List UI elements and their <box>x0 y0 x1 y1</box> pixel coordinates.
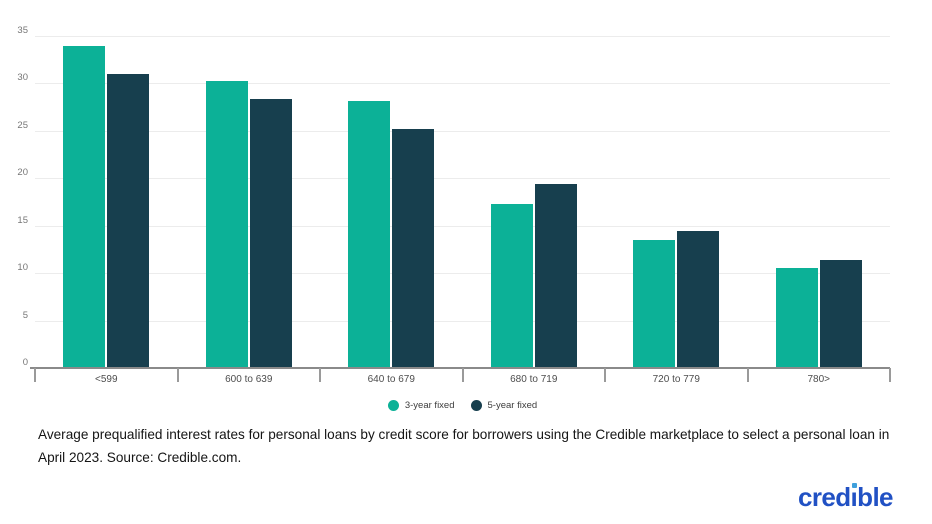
bar-3-year-fixed-4 <box>490 203 533 368</box>
y-axis-label-10: 10 <box>17 262 28 274</box>
chart-legend: 3-year fixed 5-year fixed <box>35 400 890 411</box>
x-axis-category-label-6: 780> <box>807 374 831 385</box>
x-axis-category-label-3: 640 to 679 <box>367 374 415 385</box>
x-axis-category-label-4: 680 to 719 <box>510 374 558 385</box>
legend-dot-icon <box>387 400 399 411</box>
y-axis-label-20: 20 <box>17 167 28 179</box>
logo-text-pre: cred <box>798 482 851 512</box>
x-axis-category-label-1: <599 <box>94 374 118 385</box>
grid-line-20 <box>35 178 890 180</box>
bar-5-year-fixed-2 <box>249 98 292 368</box>
bar-5-year-fixed-1 <box>107 73 150 368</box>
bar-3-year-fixed-2 <box>205 80 248 368</box>
y-axis-label-0: 0 <box>22 357 28 368</box>
grid-line-10 <box>35 273 890 275</box>
legend-item-3-year-fixed: 3-year fixed <box>387 400 455 411</box>
x-axis-category-label-5: 720 to 779 <box>652 374 700 385</box>
y-axis-label-15: 15 <box>17 214 28 226</box>
y-axis-label-35: 35 <box>17 25 28 36</box>
legend-label: 3-year fixed <box>404 400 455 411</box>
x-axis-tick-6 <box>889 368 891 382</box>
x-axis-tick-1 <box>176 368 179 382</box>
legend-item-5-year-fixed: 5-year fixed <box>470 400 538 411</box>
legend-dot-icon <box>470 400 482 411</box>
grid-line-5 <box>35 320 890 322</box>
x-axis-tick-2 <box>319 368 321 382</box>
bar-3-year-fixed-1 <box>63 46 106 368</box>
grid-line-30 <box>35 83 890 85</box>
legend-label: 5-year fixed <box>487 400 538 411</box>
bar-5-year-fixed-6 <box>819 259 862 368</box>
bar-3-year-fixed-6 <box>775 268 818 368</box>
bar-3-year-fixed-5 <box>633 239 676 368</box>
x-axis-line <box>30 367 890 369</box>
bar-5-year-fixed-4 <box>534 183 577 368</box>
bar-5-year-fixed-5 <box>677 231 720 368</box>
chart-caption: Average prequalified interest rates for … <box>38 427 890 465</box>
y-axis-label-25: 25 <box>17 119 28 131</box>
y-axis-label-5: 5 <box>22 309 28 321</box>
x-axis-category-label-2: 600 to 639 <box>225 374 273 385</box>
x-axis-tick-0 <box>34 368 36 382</box>
x-axis-tick-3 <box>461 368 464 382</box>
credible-logo: credıble <box>798 482 894 513</box>
x-axis-tick-4 <box>604 368 606 382</box>
grid-line-15 <box>35 225 890 227</box>
y-axis-label-30: 30 <box>17 72 28 84</box>
logo-letter-i: ı <box>850 482 858 512</box>
logo-text-post: ble <box>857 482 893 512</box>
bar-5-year-fixed-3 <box>392 128 435 368</box>
grid-line-25 <box>35 130 890 132</box>
grid-line-35 <box>35 36 890 37</box>
bar-3-year-fixed-3 <box>348 100 391 368</box>
x-axis-tick-5 <box>746 368 749 382</box>
